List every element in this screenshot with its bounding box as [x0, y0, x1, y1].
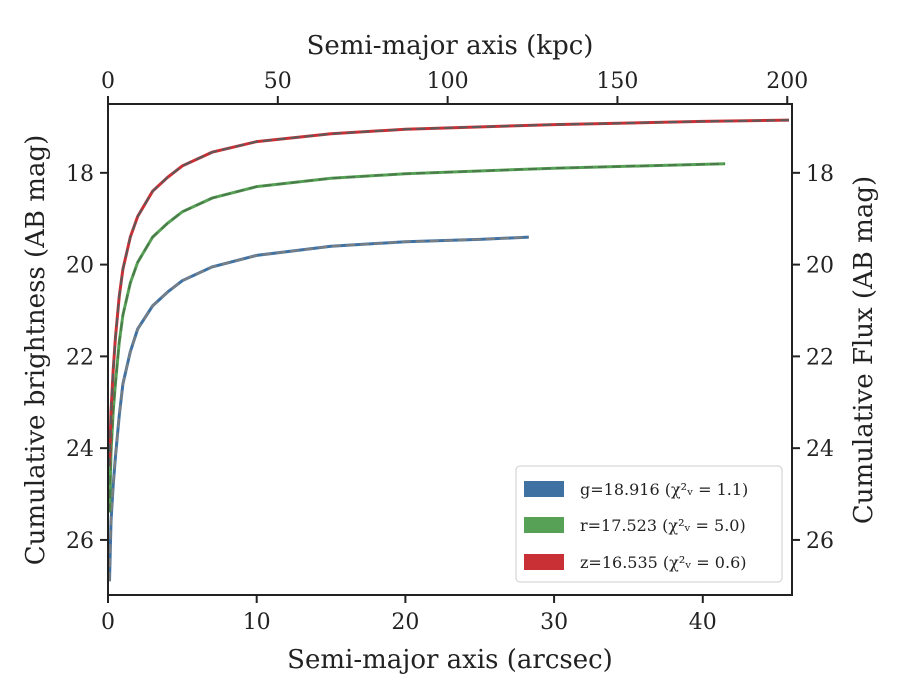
- y-tick-label-20: 20: [66, 254, 94, 279]
- x-tick-label-40: 40: [689, 610, 717, 635]
- x-tick-label-10: 10: [243, 610, 271, 635]
- legend: g=18.916 (χ²ᵥ = 1.1) r=17.523 (χ²ᵥ = 5.0…: [515, 465, 783, 583]
- series-line-r: [108, 162, 726, 513]
- y-tick-label-26: 26: [66, 529, 94, 554]
- right-y-tick-label-24: 24: [806, 437, 834, 462]
- y-axis-label: Cumulative brightness (AB mag): [21, 135, 51, 566]
- right-y-axis-label: Cumulative Flux (AB mag): [849, 176, 879, 524]
- legend-label-z: z=16.535 (χ²ᵥ = 0.6): [580, 553, 746, 572]
- axes: 0 10 20 30 40 0 50 100 150 200 18 18 20 20 22 22 24 24 26 2…: [66, 69, 834, 635]
- legend-box: [515, 465, 783, 583]
- legend-label-r: r=17.523 (χ²ᵥ = 5.0): [580, 516, 746, 535]
- legend-swatch-g: [524, 481, 564, 497]
- right-y-tick-label-18: 18: [806, 162, 834, 187]
- top-x-tick-label-50: 50: [264, 69, 292, 94]
- plot-frame: [107, 103, 793, 596]
- top-x-tick-label-0: 0: [101, 69, 115, 94]
- top-x-tick-label-200: 200: [766, 69, 808, 94]
- legend-swatch-r: [524, 517, 564, 533]
- top-x-axis-label: Semi-major axis (kpc): [307, 31, 594, 61]
- right-y-tick-label-26: 26: [806, 529, 834, 554]
- x-tick-label-0: 0: [101, 610, 115, 635]
- y-tick-label-24: 24: [66, 437, 94, 462]
- x-tick-label-20: 20: [391, 610, 419, 635]
- x-tick-label-30: 30: [540, 610, 568, 635]
- fit-line-r: [108, 162, 726, 513]
- plot-area: [108, 118, 790, 582]
- y-tick-label-18: 18: [66, 162, 94, 187]
- right-y-tick-label-22: 22: [806, 345, 834, 370]
- y-tick-label-22: 22: [66, 345, 94, 370]
- x-axis-label: Semi-major axis (arcsec): [287, 645, 613, 675]
- fit-line-g: [108, 236, 529, 582]
- top-x-tick-label-150: 150: [596, 69, 638, 94]
- legend-swatch-z: [524, 554, 564, 570]
- right-y-tick-label-20: 20: [806, 254, 834, 279]
- top-x-tick-label-100: 100: [427, 69, 469, 94]
- series-line-z: [108, 118, 790, 467]
- legend-label-g: g=18.916 (χ²ᵥ = 1.1): [580, 480, 748, 499]
